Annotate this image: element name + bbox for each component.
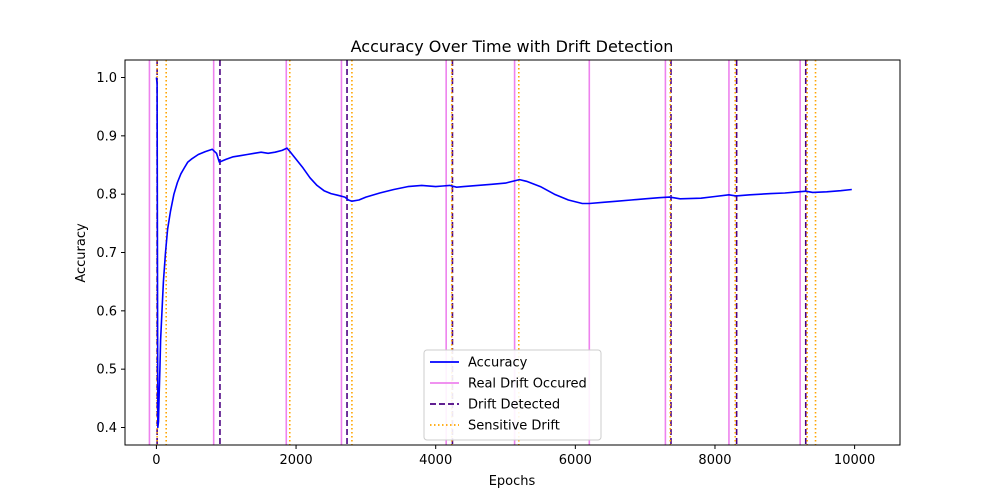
legend-box [423, 349, 602, 441]
x-tick-label: 10000 [834, 453, 875, 468]
legend-label: Real Drift Occured [468, 377, 587, 392]
x-tick-label: 6000 [559, 453, 592, 468]
legend-label: Sensitive Drift [468, 419, 560, 434]
y-axis-label: Accuracy [74, 223, 89, 283]
y-tick-label: 0.7 [96, 246, 117, 261]
y-tick-label: 0.9 [96, 129, 117, 144]
chart-title: Accuracy Over Time with Drift Detection [351, 37, 674, 56]
x-tick-label: 8000 [698, 453, 731, 468]
x-tick-label: 0 [152, 453, 160, 468]
legend-label: Drift Detected [468, 398, 560, 413]
y-tick-label: 0.5 [96, 363, 117, 378]
legend: Accuracy Real Drift Occured Drift Detected… [423, 349, 602, 441]
x-tick-label: 4000 [419, 453, 452, 468]
y-tick-label: 0.6 [96, 304, 117, 319]
y-tick-label: 0.4 [96, 421, 117, 436]
x-tick-label: 2000 [280, 453, 313, 468]
series-layer [155, 77, 852, 429]
accuracy-line [155, 77, 852, 429]
y-axis: 0.4 0.5 0.6 0.7 0.8 0.9 1.0 [96, 71, 125, 436]
x-axis: 0 2000 4000 6000 8000 10000 [152, 445, 875, 468]
y-tick-label: 1.0 [96, 71, 117, 86]
y-tick-label: 0.8 [96, 188, 117, 203]
x-axis-label: Epochs [489, 474, 536, 489]
legend-label: Accuracy [468, 356, 528, 371]
